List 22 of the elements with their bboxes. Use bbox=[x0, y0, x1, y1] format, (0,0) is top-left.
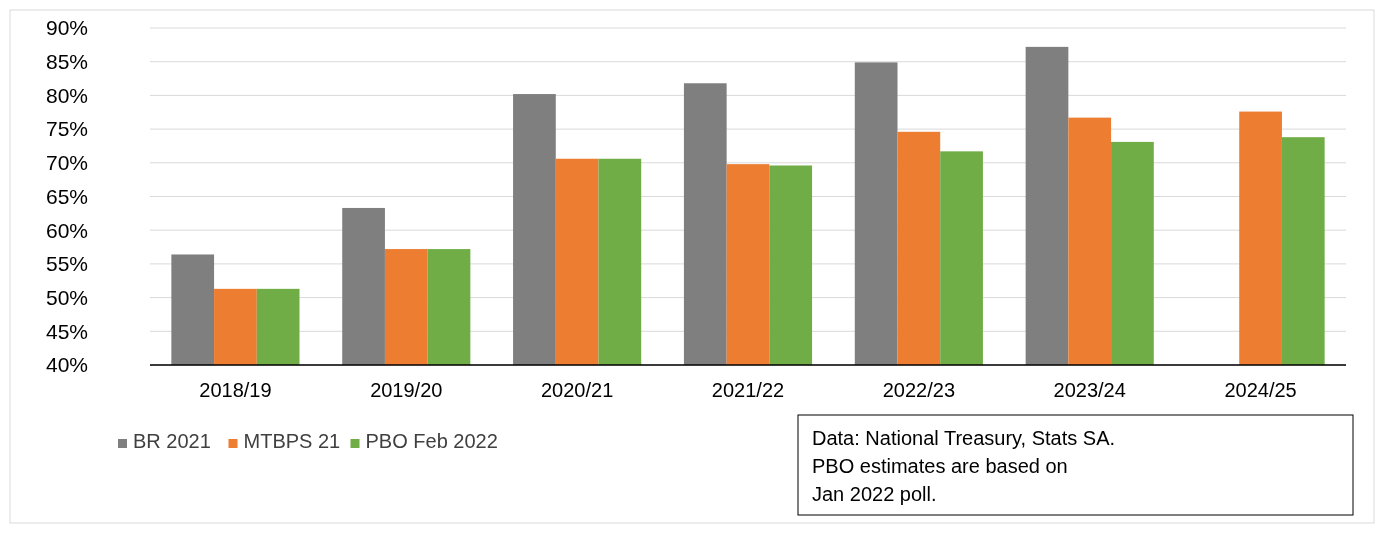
y-tick-label: 80% bbox=[45, 83, 88, 107]
y-tick-label: 70% bbox=[45, 151, 88, 175]
x-tick-label: 2018/19 bbox=[199, 379, 272, 401]
y-tick-label: 40% bbox=[45, 353, 88, 377]
y-tick-label: 65% bbox=[45, 184, 88, 208]
y-tick-label: 60% bbox=[45, 218, 88, 242]
x-tick-label: 2020/21 bbox=[540, 379, 614, 401]
x-tick-label: 2023/24 bbox=[1053, 379, 1126, 401]
y-tick-label: 85% bbox=[45, 50, 88, 74]
x-tick-label: 2019/20 bbox=[370, 379, 443, 401]
x-tick-label: 2024/25 bbox=[1224, 379, 1297, 401]
legend-label: MTBPS 21 bbox=[243, 430, 341, 452]
legend-label: PBO Feb 2022 bbox=[365, 430, 498, 452]
text: Data: National Treasury, Stats SA. PBO estimates are based on Jan 2022 poll. bbox=[812, 427, 1116, 505]
x-tick-label: 2022/23 bbox=[882, 379, 956, 401]
y-tick-label: 50% bbox=[45, 285, 88, 309]
y-tick-label: 75% bbox=[45, 117, 88, 141]
legend-label: BR 2021 bbox=[133, 430, 211, 452]
x-tick-label: 2021/22 bbox=[711, 379, 785, 401]
y-tick-label: 90% bbox=[45, 16, 88, 40]
y-tick-label: 55% bbox=[45, 252, 88, 276]
y-tick-label: 45% bbox=[45, 319, 88, 343]
